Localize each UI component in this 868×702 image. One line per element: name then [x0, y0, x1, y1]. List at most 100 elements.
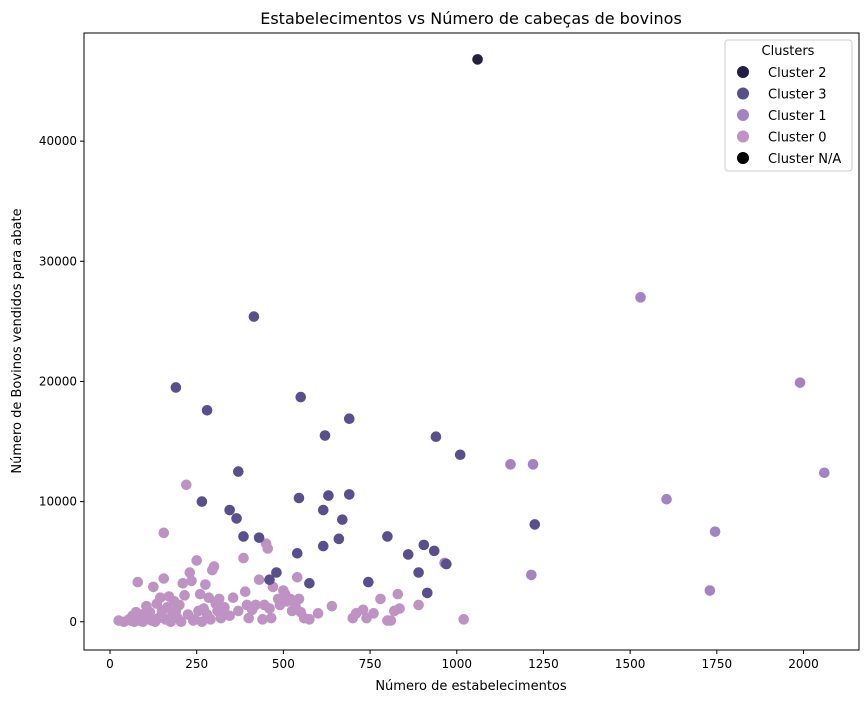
data-point: [819, 467, 830, 479]
data-point: [224, 610, 235, 622]
chart-title: Estabelecimentos vs Número de cabeças de…: [260, 9, 682, 28]
data-point: [317, 540, 329, 552]
data-point: [413, 567, 424, 578]
data-point: [704, 585, 716, 596]
data-point: [186, 575, 197, 587]
data-point: [219, 602, 230, 613]
data-point: [201, 404, 213, 416]
data-point: [319, 430, 331, 441]
y-tick-label: 40000: [39, 134, 77, 148]
legend-label: Cluster 1: [768, 109, 827, 124]
y-tick-label: 0: [69, 615, 77, 629]
data-point: [441, 558, 452, 570]
x-tick-label: 250: [185, 657, 208, 671]
x-tick-label: 0: [106, 657, 114, 671]
data-point: [421, 587, 433, 599]
data-point: [233, 605, 244, 617]
data-point: [264, 603, 275, 614]
data-point: [239, 586, 251, 598]
data-point: [635, 292, 646, 303]
data-point: [196, 496, 208, 507]
data-point: [418, 539, 430, 551]
data-point: [208, 561, 220, 572]
data-point: [472, 54, 483, 65]
legend-marker: [737, 109, 749, 121]
x-tick-label: 2000: [788, 657, 819, 671]
data-point: [253, 574, 265, 586]
data-point: [184, 567, 196, 578]
legend-marker: [737, 87, 749, 100]
data-point: [454, 449, 466, 461]
x-axis: 0 250 500 750 1000 1250 1500 1750 2000: [106, 650, 819, 671]
data-point: [326, 600, 338, 612]
data-point: [262, 543, 274, 554]
data-point: [430, 431, 442, 443]
data-point: [428, 545, 440, 557]
data-point: [291, 547, 303, 559]
legend-box: [724, 39, 853, 172]
data-point: [203, 592, 215, 604]
data-point: [264, 574, 275, 586]
data-point: [368, 608, 379, 619]
data-point: [271, 567, 282, 578]
data-point: [661, 493, 672, 505]
data-point: [337, 514, 348, 525]
data-point: [527, 459, 539, 470]
data-point: [402, 549, 414, 560]
plot-area-frame: [83, 32, 860, 651]
legend-label: Cluster N/A: [768, 152, 841, 167]
data-point: [385, 615, 397, 626]
data-point: [243, 612, 255, 624]
data-point: [179, 590, 190, 601]
data-point: [174, 599, 185, 611]
data-point: [392, 588, 404, 600]
data-point: [238, 531, 249, 542]
data-point: [233, 466, 244, 477]
data-point: [529, 519, 541, 530]
data-point: [265, 612, 277, 624]
data-point: [304, 578, 315, 589]
data-point: [458, 614, 469, 625]
y-axis-label: Número de Bovinos vendidos para abate: [10, 208, 25, 473]
data-point: [227, 592, 239, 604]
data-point: [317, 504, 329, 516]
data-point: [154, 592, 166, 604]
data-point: [375, 593, 386, 605]
legend-title: Clusters: [762, 44, 815, 59]
data-point: [205, 614, 216, 625]
data-point: [148, 581, 159, 593]
y-axis: 0 10000 20000 30000 40000: [39, 134, 84, 629]
data-point: [238, 552, 249, 564]
data-point: [170, 382, 182, 393]
data-point: [177, 578, 189, 589]
legend-entries: Cluster 2 Cluster 3 Cluster 1 Cluster 0 Clus…: [737, 66, 841, 167]
data-point: [180, 479, 192, 491]
data-point: [413, 599, 424, 611]
data-point: [231, 513, 242, 524]
data-point: [394, 603, 405, 614]
x-tick-label: 1500: [615, 657, 646, 671]
data-point: [291, 572, 303, 583]
series-cluster-2: [472, 54, 483, 65]
data-point: [257, 614, 268, 625]
data-point: [295, 391, 307, 403]
legend-label: Cluster 3: [768, 88, 827, 103]
data-point: [343, 413, 355, 425]
data-point: [248, 311, 260, 322]
series-cluster-3: [170, 311, 541, 599]
legend-label: Cluster 0: [768, 131, 827, 146]
series-cluster-1: [439, 292, 830, 596]
data-point: [194, 588, 206, 600]
y-tick-label: 30000: [39, 254, 77, 268]
data-point: [312, 608, 324, 619]
data-point: [253, 532, 265, 543]
data-point: [200, 579, 211, 590]
series-cluster-0: [113, 479, 469, 628]
legend-label: Cluster 2: [768, 66, 827, 81]
data-point: [293, 492, 305, 504]
data-point: [323, 490, 334, 501]
data-point: [191, 555, 202, 566]
data-point: [304, 614, 315, 625]
